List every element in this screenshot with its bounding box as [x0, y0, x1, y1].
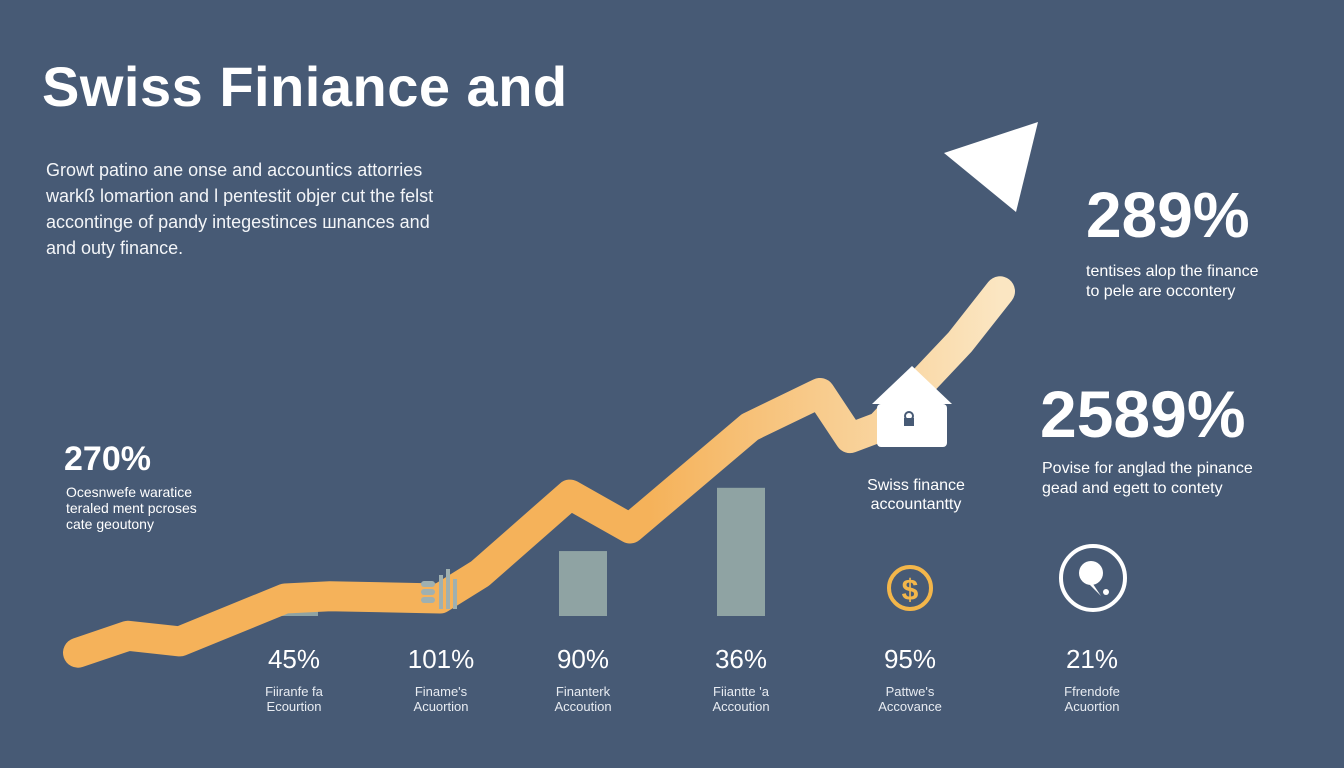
bottom-caption: Fiiantte 'a Accoution — [681, 684, 801, 714]
caption-line: Fiiantte 'a — [713, 684, 769, 699]
caption-line: cate geoutony — [66, 516, 154, 532]
caption-line: Ffrendofe — [1064, 684, 1120, 699]
bottom-value: 21% — [1065, 644, 1119, 674]
intro-line: accontinge of pandy integestinces шnance… — [46, 212, 430, 232]
bottom-value: 101% — [407, 644, 475, 674]
stat-top-right-caption: tentises alop the finance to pele are oc… — [1086, 262, 1259, 302]
house-caption: Swiss finance accountantty — [836, 476, 996, 514]
bottom-caption: Pattwe's Accovance — [850, 684, 970, 714]
chart-icon — [421, 569, 457, 609]
caption-line: Finame's — [414, 684, 468, 699]
bar — [717, 487, 765, 616]
caption-line: Accoution — [554, 699, 612, 714]
stat-mid-right-value: 2589% — [1040, 377, 1246, 451]
intro-line: Growt patino ane onse and accountics att… — [46, 160, 423, 180]
stat-top-right-value: 289% — [1086, 179, 1250, 251]
caption-line: Fiiranfe fa — [265, 684, 323, 699]
caption-line: Povise for anglad the pinance — [1042, 460, 1253, 477]
trend-arrowhead — [944, 122, 1038, 212]
bar — [559, 551, 607, 616]
caption-line: Acuortion — [1064, 699, 1120, 714]
caption-line: Finanterk — [555, 684, 611, 699]
caption-line: teraled ment pcroses — [66, 500, 197, 516]
bottom-value: 36% — [714, 644, 768, 674]
bottom-caption: Ffrendofe Acuortion — [1032, 684, 1152, 714]
bottom-value: 90% — [556, 644, 610, 674]
dollar-coin-icon: $ — [887, 565, 933, 611]
caption-line: Pattwe's — [885, 684, 935, 699]
stat-mid-right-caption: Povise for anglad the pinance gead and e… — [1042, 459, 1253, 499]
caption-line: gead and egett to contety — [1042, 480, 1223, 497]
bottom-value: 45% — [267, 644, 321, 674]
bottom-value: 95% — [883, 644, 937, 674]
caption-line: to pele are occontery — [1086, 283, 1236, 300]
caption-line: Accovance — [878, 699, 942, 714]
trend-line — [63, 276, 1015, 668]
intro-line: and outy finance. — [46, 238, 184, 258]
intro-line: warkß lomartion and l pentestit objer cu… — [46, 186, 434, 206]
svg-text:$: $ — [902, 574, 919, 607]
caption-line: tentises alop the finance — [1086, 263, 1259, 280]
caption-line: Acuortion — [413, 699, 469, 714]
bottom-caption: Finanterk Accoution — [523, 684, 643, 714]
caption-line: Ecourtion — [266, 699, 322, 714]
caption-line: accountantty — [870, 496, 962, 513]
house-lock-icon — [872, 366, 952, 447]
intro-paragraph: Growt patino ane onse and accountics att… — [46, 157, 433, 261]
caption-line: Ocesnwefe waratice — [66, 484, 193, 500]
stat-left-value: 270% — [64, 440, 151, 478]
stat-left-caption: Ocesnwefe waratice teraled ment pcroses … — [66, 484, 197, 532]
bottom-caption: Fiiranfe fa Ecourtion — [234, 684, 354, 714]
page-title: Swiss Finiance and — [42, 55, 568, 118]
caption-line: Swiss finance — [867, 477, 965, 494]
caption-line: Accoution — [712, 699, 770, 714]
bottom-caption: Finame's Acuortion — [381, 684, 501, 714]
lightbulb-icon — [1059, 544, 1127, 612]
